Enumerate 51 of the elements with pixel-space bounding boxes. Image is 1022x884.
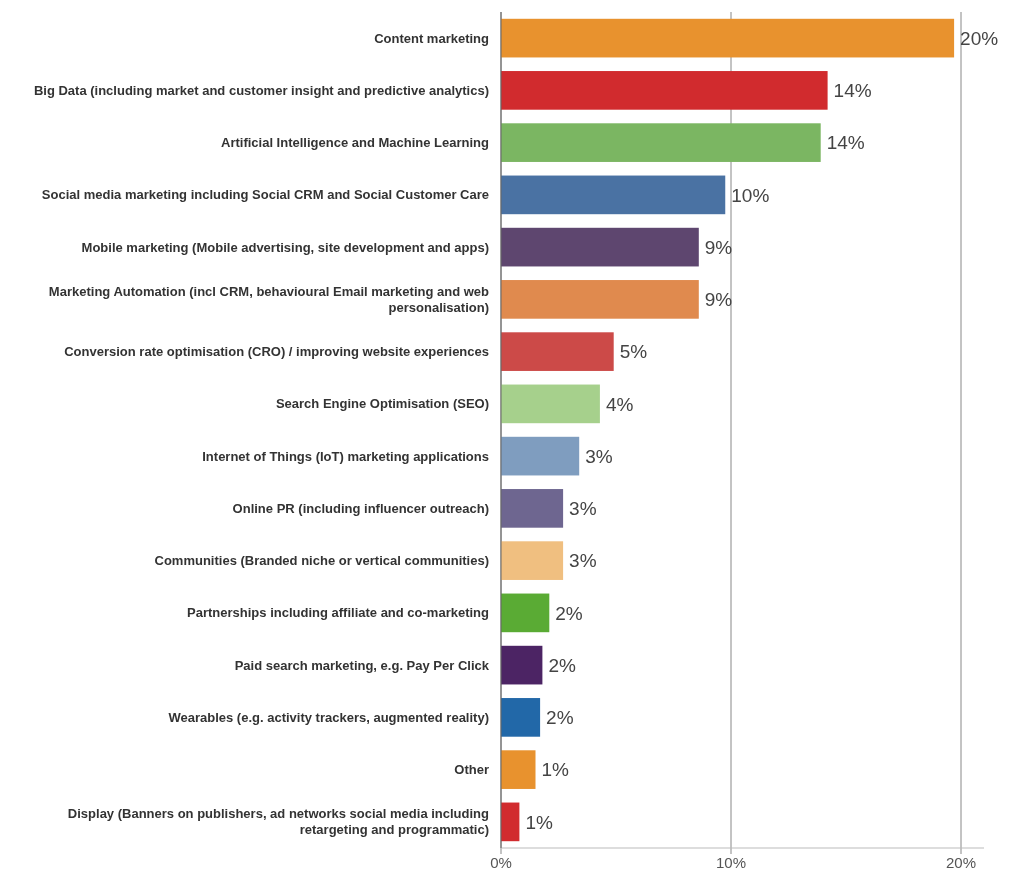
y-tick-label: Marketing Automation (incl CRM, behavioural Email marketing and web personalisation) bbox=[48, 283, 490, 315]
data-label: 3% bbox=[569, 550, 597, 572]
bar bbox=[501, 541, 564, 580]
x-tick-label: 20% bbox=[945, 854, 977, 871]
bar bbox=[501, 436, 580, 476]
y-tick-label: Social media marketing including Social CRM and Social Customer Care bbox=[41, 187, 489, 203]
bar bbox=[501, 332, 614, 371]
y-tick-label: Display (Banners on publishers, ad networks social media including retargeting and programmatic) bbox=[67, 806, 490, 838]
bar bbox=[501, 593, 550, 633]
data-label: 10% bbox=[731, 184, 770, 206]
bar bbox=[501, 123, 821, 162]
bar bbox=[501, 698, 541, 737]
data-label: 1% bbox=[541, 759, 570, 781]
y-tick-label: Internet of Things (IoT) marketing applications bbox=[202, 448, 489, 464]
y-tick-label: Partnerships including affiliate and co-marketing bbox=[187, 605, 490, 621]
x-tick-label: 10% bbox=[715, 854, 747, 871]
y-tick-label: Wearables (e.g. activity trackers, augmented reality) bbox=[168, 709, 489, 725]
data-label: 4% bbox=[605, 393, 634, 415]
data-label: 14% bbox=[833, 80, 872, 102]
data-label: 2% bbox=[555, 602, 583, 624]
data-label: 2% bbox=[546, 707, 574, 729]
bar bbox=[501, 280, 699, 319]
y-tick-label: Communities (Branded niche or vertical communities) bbox=[154, 553, 489, 569]
y-tick-label: Content marketing bbox=[374, 30, 490, 46]
y-tick-label: Conversion rate optimisation (CRO) / improving website experiences bbox=[64, 344, 489, 360]
bar bbox=[501, 175, 726, 215]
y-tick-label: Paid search marketing, e.g. Pay Per Click bbox=[234, 657, 490, 673]
y-tick-label: Artificial Intelligence and Machine Learning bbox=[221, 135, 490, 151]
data-label: 3% bbox=[569, 498, 597, 520]
bar bbox=[501, 802, 520, 842]
data-label: 14% bbox=[826, 132, 865, 154]
data-label: 20% bbox=[960, 27, 999, 49]
y-tick-label: Search Engine Optimisation (SEO) bbox=[275, 396, 489, 412]
data-label: 1% bbox=[525, 811, 553, 833]
bar bbox=[501, 750, 536, 789]
bar bbox=[501, 384, 600, 424]
data-label: 9% bbox=[704, 236, 733, 258]
bar bbox=[501, 645, 543, 685]
bar bbox=[501, 489, 564, 528]
data-label: 3% bbox=[585, 445, 613, 467]
bar bbox=[501, 71, 828, 110]
y-tick-label: Big Data (including market and customer insight and predictive analytics) bbox=[33, 82, 489, 98]
data-label: 5% bbox=[619, 341, 648, 363]
bar bbox=[501, 227, 699, 267]
y-tick-label: Online PR (including influencer outreach) bbox=[232, 500, 489, 516]
bar bbox=[501, 18, 955, 58]
y-tick-label: Other bbox=[454, 762, 489, 778]
data-label: 2% bbox=[548, 654, 576, 676]
data-label: 9% bbox=[704, 289, 733, 311]
y-tick-label: Mobile marketing (Mobile advertising, site development and apps) bbox=[81, 239, 489, 255]
x-tick-label: 0% bbox=[490, 854, 512, 871]
